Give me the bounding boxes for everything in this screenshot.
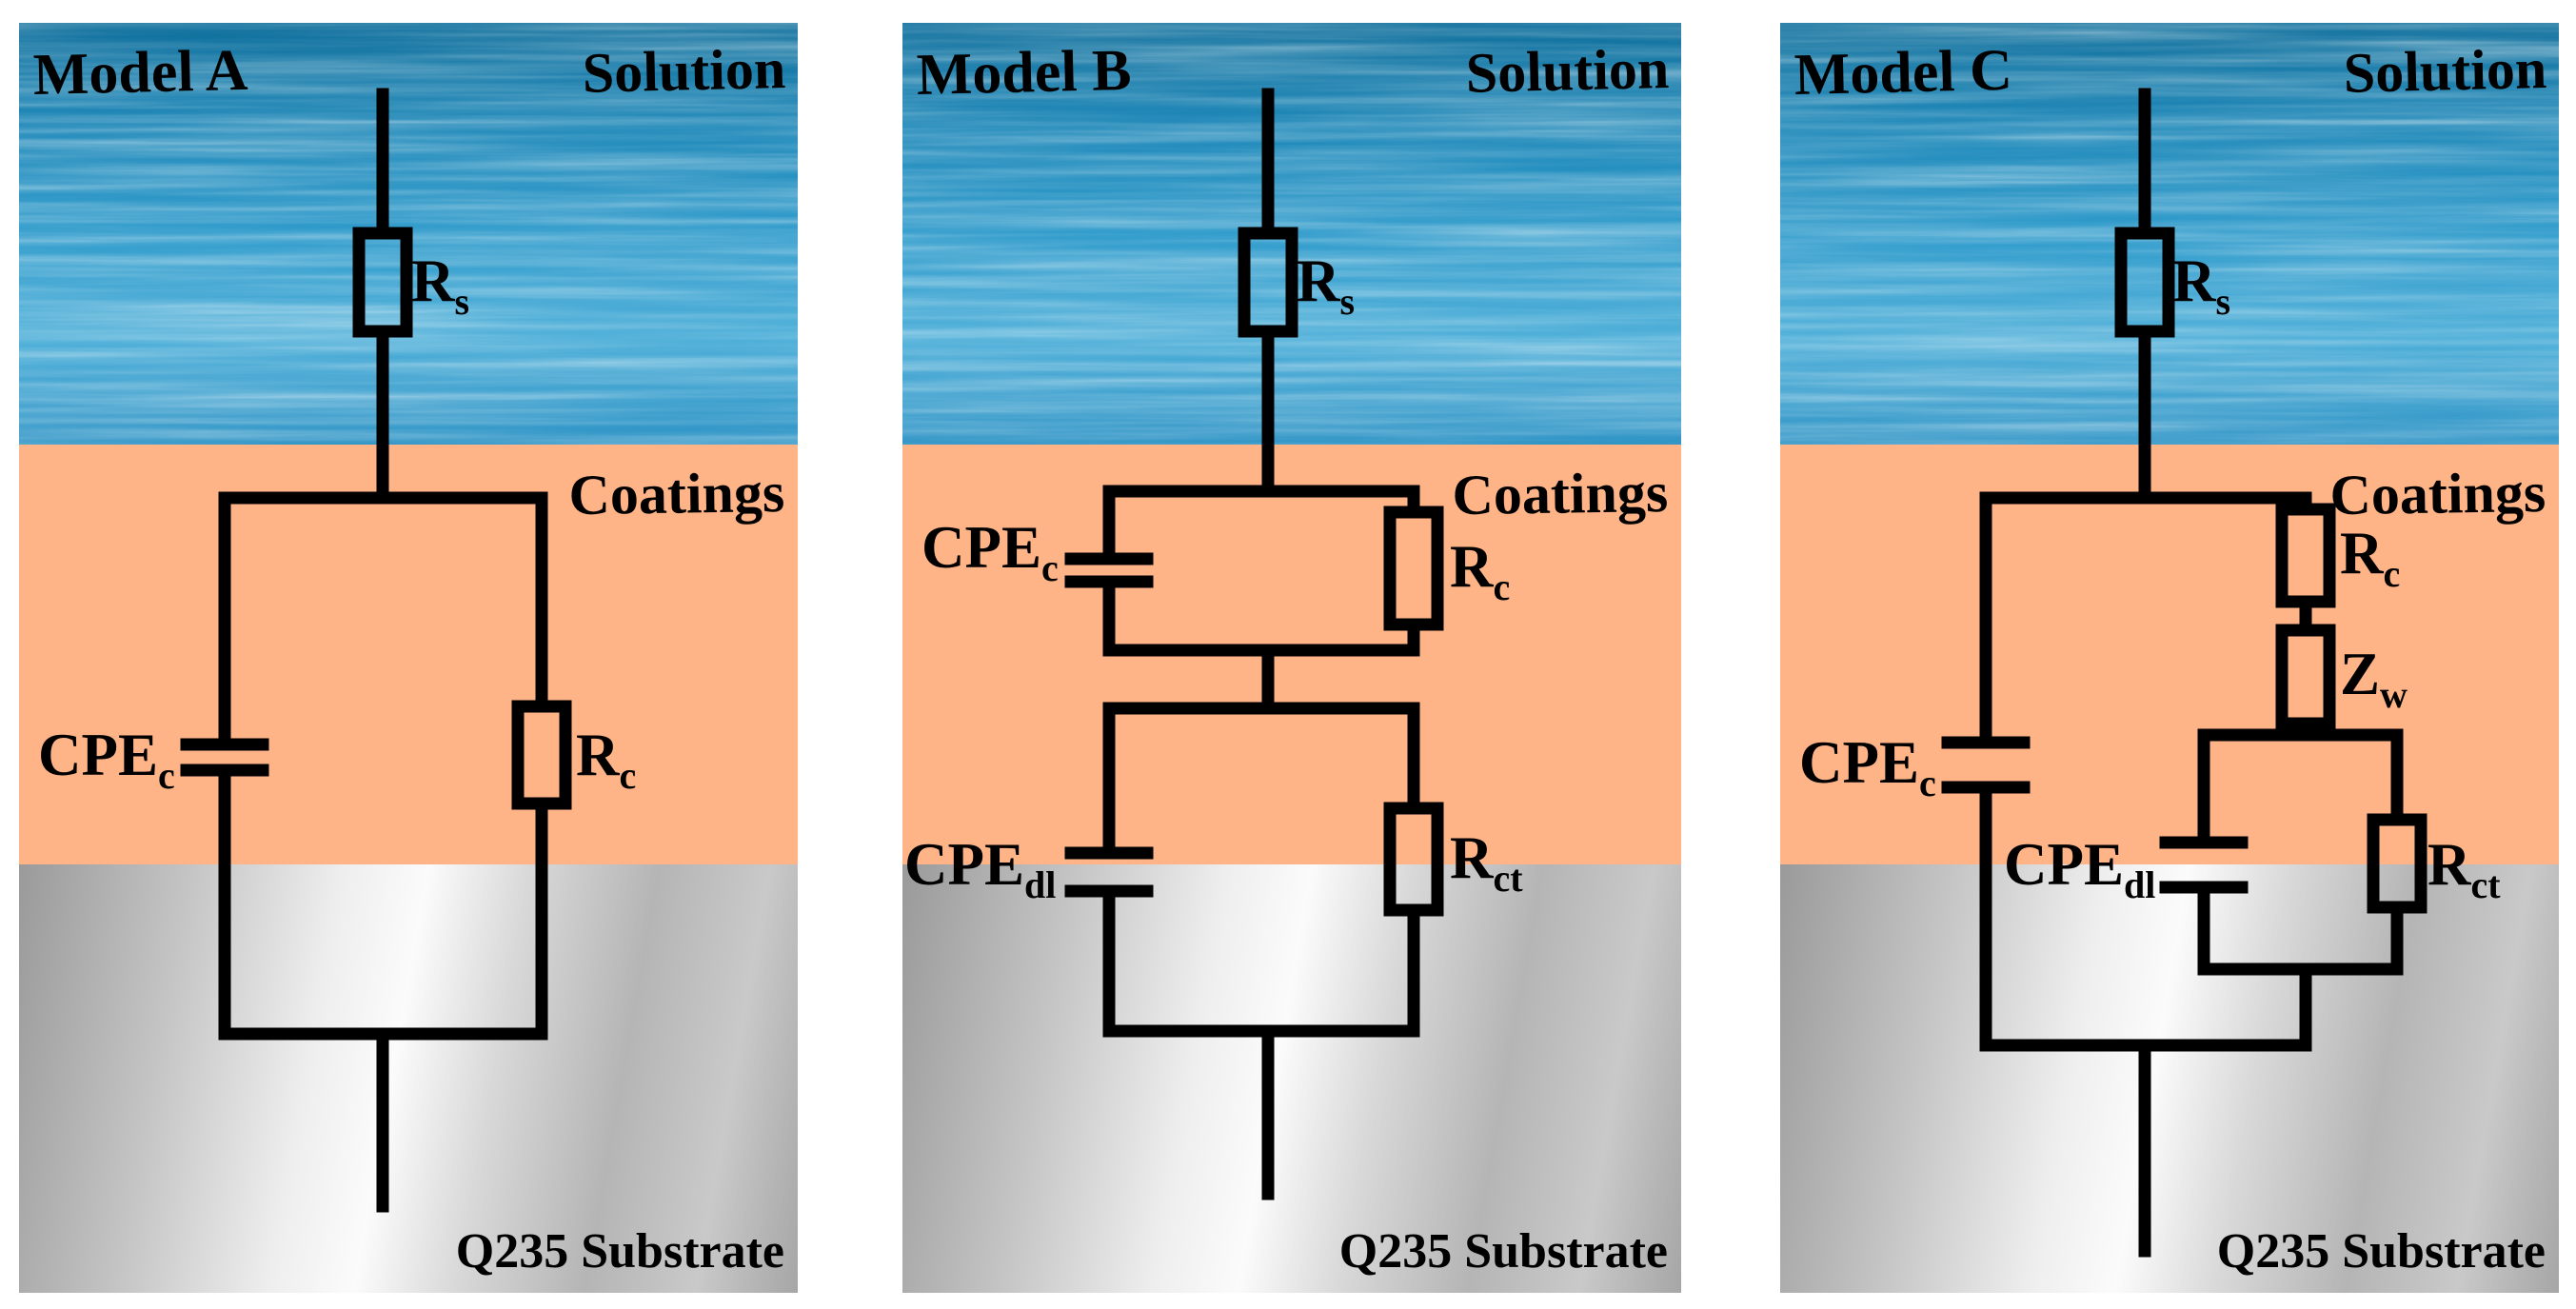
svg-text:Rs: Rs (411, 248, 469, 323)
svg-text:Rs: Rs (1297, 248, 1355, 323)
svg-text:Rct: Rct (2427, 831, 2501, 906)
svg-text:CPEc: CPEc (1799, 729, 1936, 804)
svg-text:CPEc: CPEc (921, 514, 1059, 589)
svg-text:CPEdl: CPEdl (2004, 831, 2155, 906)
svg-text:Rct: Rct (1450, 824, 1523, 900)
svg-text:Rc: Rc (1450, 533, 1510, 608)
svg-text:Rc: Rc (576, 722, 636, 797)
svg-text:Rs: Rs (2172, 248, 2230, 323)
svg-text:CPEc: CPEc (38, 722, 175, 797)
svg-text:Rc: Rc (2340, 520, 2400, 595)
svg-text:CPEdl: CPEdl (904, 831, 1056, 906)
svg-text:Zw: Zw (2340, 641, 2408, 716)
